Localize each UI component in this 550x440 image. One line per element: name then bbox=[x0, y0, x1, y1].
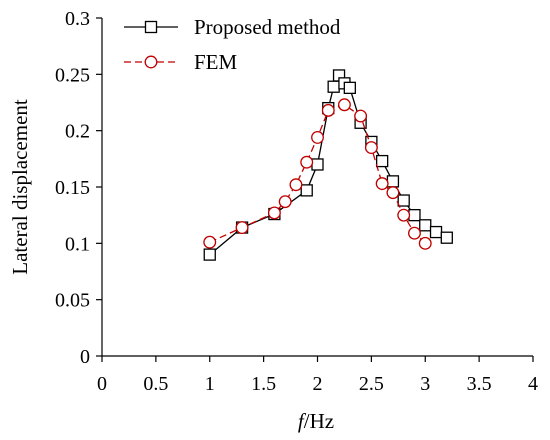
y-axis-title: Lateral displacement bbox=[8, 99, 32, 275]
fem-point bbox=[354, 109, 368, 123]
fem-point bbox=[321, 103, 335, 117]
fem-point bbox=[289, 178, 303, 192]
x-tick-label: 1.5 bbox=[251, 373, 276, 395]
x-tick-label: 0.5 bbox=[143, 373, 168, 395]
axes: 0 0.5 1 1.5 2 2.5 3 3.5 4 0 0.05 0.1 0.15 0.2 0.25 0.3 bbox=[55, 8, 538, 395]
proposed-method-point bbox=[440, 231, 453, 244]
proposed-method-point bbox=[429, 225, 443, 239]
proposed-method-point bbox=[397, 194, 410, 207]
fem-point bbox=[267, 206, 281, 220]
y-tick-label: 0 bbox=[80, 346, 90, 368]
y-tick-label: 0.1 bbox=[65, 233, 90, 255]
fem-point bbox=[337, 98, 351, 112]
fem-point bbox=[386, 186, 400, 200]
series-fem bbox=[203, 98, 432, 250]
fem-point bbox=[418, 236, 432, 250]
legend-proposed-method-label: Proposed method bbox=[194, 15, 341, 39]
proposed-method-point bbox=[343, 81, 356, 95]
y-tick-label: 0.25 bbox=[55, 64, 90, 86]
proposed-method-point bbox=[327, 80, 340, 93]
x-tick-label: 4 bbox=[528, 373, 538, 395]
x-tick-label: 3.5 bbox=[467, 373, 492, 395]
fem-point bbox=[408, 226, 421, 240]
x-tick-label: 0 bbox=[97, 373, 107, 395]
proposed-method-point bbox=[386, 175, 400, 188]
proposed-method-point bbox=[419, 219, 432, 232]
proposed-method-point bbox=[408, 209, 421, 222]
x-tick-label: 2 bbox=[313, 373, 323, 395]
legend-fem-label: FEM bbox=[194, 50, 238, 74]
y-tick-label: 0.2 bbox=[65, 121, 90, 143]
fem-point bbox=[278, 195, 292, 209]
legend: Proposed method FEM bbox=[124, 15, 341, 74]
proposed-method-point bbox=[300, 184, 313, 197]
legend-proposed-method-marker bbox=[144, 20, 158, 34]
y-tick-label: 0.15 bbox=[55, 177, 90, 199]
x-tick-label: 1 bbox=[205, 373, 215, 395]
x-tick-label: 2.5 bbox=[359, 373, 384, 395]
fem-line bbox=[209, 104, 426, 244]
y-tick-label: 0.05 bbox=[55, 290, 90, 312]
proposed-method-point bbox=[311, 158, 324, 171]
fem-point bbox=[364, 141, 378, 155]
fem-point bbox=[397, 208, 411, 222]
y-tick-label: 0.3 bbox=[65, 8, 90, 30]
proposed-method-point bbox=[203, 248, 216, 261]
proposed-method-point bbox=[375, 154, 389, 168]
fem-point bbox=[203, 235, 217, 249]
fem-point bbox=[235, 221, 249, 235]
fem-point bbox=[311, 130, 324, 144]
legend-fem-marker bbox=[144, 55, 158, 69]
fem-point bbox=[375, 177, 389, 191]
x-axis-title: f/Hz bbox=[298, 409, 334, 433]
fem-point bbox=[300, 155, 314, 169]
x-tick-label: 3 bbox=[420, 373, 430, 395]
x-axis-title-italic: f bbox=[298, 409, 307, 433]
series-layer bbox=[203, 69, 453, 261]
x-axis-title-unit: /Hz bbox=[304, 409, 334, 433]
